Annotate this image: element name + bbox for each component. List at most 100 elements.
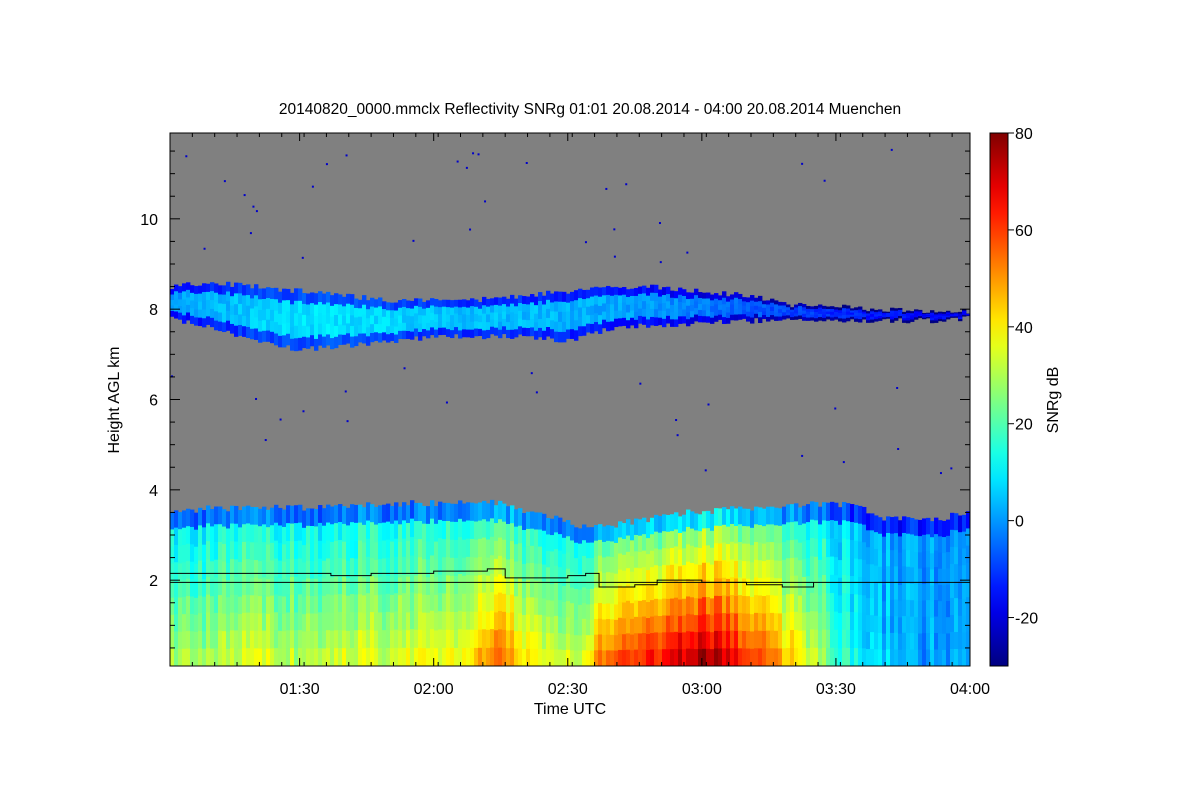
upper-cloud-cell	[722, 304, 727, 312]
lower-precip-cell	[698, 632, 703, 650]
upper-cloud-cell	[558, 301, 563, 313]
lower-precip-cell	[818, 595, 823, 614]
upper-cloud-cell	[602, 319, 607, 329]
lower-precip-cell	[454, 629, 459, 649]
lower-precip-cell	[898, 568, 903, 586]
upper-cloud-cell	[210, 317, 215, 328]
upper-cloud-cell	[354, 298, 359, 309]
upper-cloud-cell	[758, 311, 763, 318]
upper-cloud-cell	[230, 296, 235, 306]
upper-cloud-cell	[574, 330, 579, 341]
lower-precip-cell	[730, 577, 735, 596]
lower-precip-cell	[230, 576, 235, 596]
lower-precip-cell	[446, 629, 451, 649]
lower-precip-cell	[426, 648, 431, 666]
lower-precip-cell	[390, 559, 395, 578]
lower-precip-cell	[958, 649, 963, 666]
upper-cloud-cell	[870, 308, 875, 312]
lower-precip-cell	[706, 528, 711, 546]
upper-cloud-cell	[950, 313, 955, 315]
upper-cloud-cell	[214, 292, 219, 303]
lower-precip-cell	[454, 557, 459, 577]
lower-precip-cell	[522, 513, 527, 531]
noise-speck	[325, 163, 328, 166]
upper-cloud-cell	[790, 317, 795, 320]
upper-cloud-cell	[562, 331, 567, 343]
upper-cloud-cell	[838, 312, 843, 317]
lower-precip-cell	[458, 555, 463, 575]
lower-precip-cell	[406, 630, 411, 649]
lower-precip-cell	[354, 504, 359, 524]
y-tick-label: 8	[149, 302, 158, 319]
lower-precip-cell	[658, 516, 663, 534]
upper-cloud-cell	[926, 315, 931, 318]
lower-precip-cell	[894, 566, 899, 584]
lower-precip-cell	[286, 576, 291, 595]
lower-precip-cell	[890, 599, 895, 617]
upper-cloud-cell	[830, 317, 835, 321]
lower-precip-cell	[698, 514, 703, 532]
upper-cloud-cell	[458, 330, 463, 339]
upper-cloud-cell	[826, 316, 831, 320]
lower-precip-cell	[722, 577, 727, 596]
lower-precip-cell	[374, 595, 379, 614]
lower-precip-cell	[614, 619, 619, 636]
lower-precip-cell	[730, 541, 735, 560]
lower-precip-cell	[558, 600, 563, 617]
lower-precip-cell	[446, 539, 451, 558]
lower-precip-cell	[566, 617, 571, 634]
upper-cloud-cell	[698, 303, 703, 311]
lower-precip-cell	[278, 507, 283, 526]
upper-cloud-cell	[190, 300, 195, 309]
lower-precip-cell	[262, 577, 267, 596]
lower-precip-cell	[438, 574, 443, 594]
lower-precip-cell	[282, 579, 287, 597]
upper-cloud-cell	[542, 304, 547, 314]
upper-cloud-cell	[502, 318, 507, 327]
upper-cloud-cell	[422, 329, 427, 337]
upper-cloud-cell	[250, 288, 255, 299]
lower-precip-cell	[258, 648, 263, 666]
lower-precip-cell	[938, 536, 943, 553]
lower-precip-cell	[434, 577, 439, 596]
lower-precip-cell	[334, 523, 339, 542]
lower-precip-cell	[230, 648, 235, 666]
lower-precip-cell	[474, 521, 479, 540]
lower-precip-cell	[230, 541, 235, 560]
lower-precip-cell	[810, 647, 815, 666]
lower-precip-cell	[702, 579, 707, 598]
upper-cloud-cell	[410, 300, 415, 309]
lower-precip-cell	[278, 613, 283, 632]
lower-precip-cell	[574, 542, 579, 559]
lower-precip-cell	[862, 595, 867, 614]
lower-precip-cell	[742, 526, 747, 544]
lower-precip-cell	[778, 525, 783, 544]
lower-precip-cell	[826, 611, 831, 631]
upper-cloud-cell	[386, 326, 391, 335]
lower-precip-cell	[338, 648, 343, 666]
lower-precip-cell	[826, 520, 831, 540]
lower-precip-cell	[474, 575, 479, 595]
upper-cloud-cell	[878, 318, 883, 321]
lower-precip-cell	[334, 648, 339, 666]
upper-cloud-cell	[834, 314, 839, 318]
lower-precip-cell	[702, 648, 707, 666]
lower-precipitation-layer	[170, 499, 970, 666]
upper-cloud-cell	[706, 292, 711, 299]
lower-precip-cell	[170, 648, 175, 666]
lower-precip-cell	[614, 635, 619, 652]
lower-precip-cell	[482, 574, 487, 594]
lower-precip-cell	[642, 550, 647, 568]
lower-precip-cell	[874, 515, 879, 533]
lower-precip-cell	[818, 648, 823, 666]
lower-precip-cell	[790, 522, 795, 541]
upper-cloud-cell	[626, 289, 631, 298]
upper-cloud-cell	[878, 313, 883, 317]
upper-cloud-cell	[346, 293, 351, 305]
upper-cloud-cell	[278, 335, 283, 348]
lower-precip-cell	[642, 649, 647, 666]
lower-precip-cell	[638, 649, 643, 666]
upper-cloud-cell	[366, 327, 371, 337]
lower-precip-cell	[578, 589, 583, 606]
lower-precip-cell	[610, 556, 615, 573]
